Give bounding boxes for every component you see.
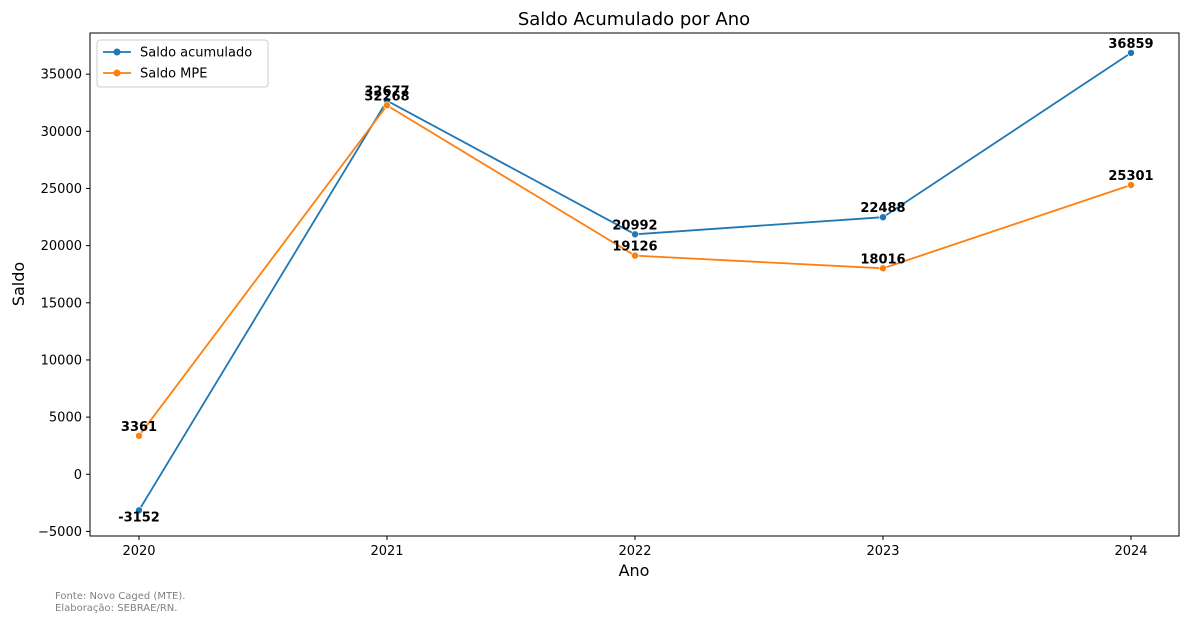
series-line [138,104,1132,437]
data-label: 32268 [364,89,409,104]
data-label: 36859 [1108,37,1153,52]
series-line [138,52,1132,511]
legend-swatch-marker [113,69,121,77]
data-point [135,432,143,440]
x-tick-label: 2020 [122,544,155,559]
data-label: 22488 [860,201,905,216]
data-point [879,213,887,221]
y-tick-label: 10000 [41,353,82,368]
x-axis-label: Ano [619,561,650,580]
y-tick-label: 30000 [41,125,82,140]
legend-box [96,39,269,88]
legend-entry-label: Saldo MPE [140,67,207,82]
data-point [631,251,639,260]
data-labels: -3152 32677 20992 22488 36859 3361 32268 19126 1… [118,37,1153,525]
y-axis-label: Saldo [9,262,28,306]
axis-ticks: −5000 0 5000 10000 15000 20000 25000 30000 35000… [38,68,1148,559]
data-label: 25301 [1108,169,1153,184]
legend-swatch-marker [113,48,121,56]
data-point [879,264,887,273]
x-tick-label: 2021 [370,544,403,559]
data-label: 18016 [860,252,905,267]
y-tick-label: −5000 [38,525,82,540]
x-tick-label: 2023 [866,544,899,559]
data-point [1127,181,1135,189]
y-tick-label: 0 [74,468,82,483]
y-tick-label: 35000 [41,68,82,83]
plot-frame [89,32,1180,537]
x-tick-label: 2022 [618,544,651,559]
data-label: 19126 [612,240,657,255]
series-group [135,49,1135,515]
chart-title: Saldo Acumulado por Ano [518,9,750,30]
data-point [135,506,143,515]
data-label: 20992 [612,218,657,233]
y-tick-label: 5000 [49,411,82,426]
data-label: 3361 [121,420,157,435]
legend-entry-label: Saldo acumulado [140,46,252,61]
x-tick-label: 2024 [1114,544,1147,559]
y-tick-label: 20000 [41,239,82,254]
data-point [1127,49,1135,57]
y-tick-label: 25000 [41,182,82,197]
data-label: 32677 [364,85,409,100]
legend: Saldo acumulado Saldo MPE [96,39,269,88]
data-point [631,230,639,239]
data-point [383,101,391,110]
y-tick-label: 15000 [41,296,82,311]
data-label: -3152 [118,510,160,525]
footnote-credit: Elaboração: SEBRAE/RN. [55,603,178,614]
footnote-source: Fonte: Novo Caged (MTE). [55,591,186,602]
